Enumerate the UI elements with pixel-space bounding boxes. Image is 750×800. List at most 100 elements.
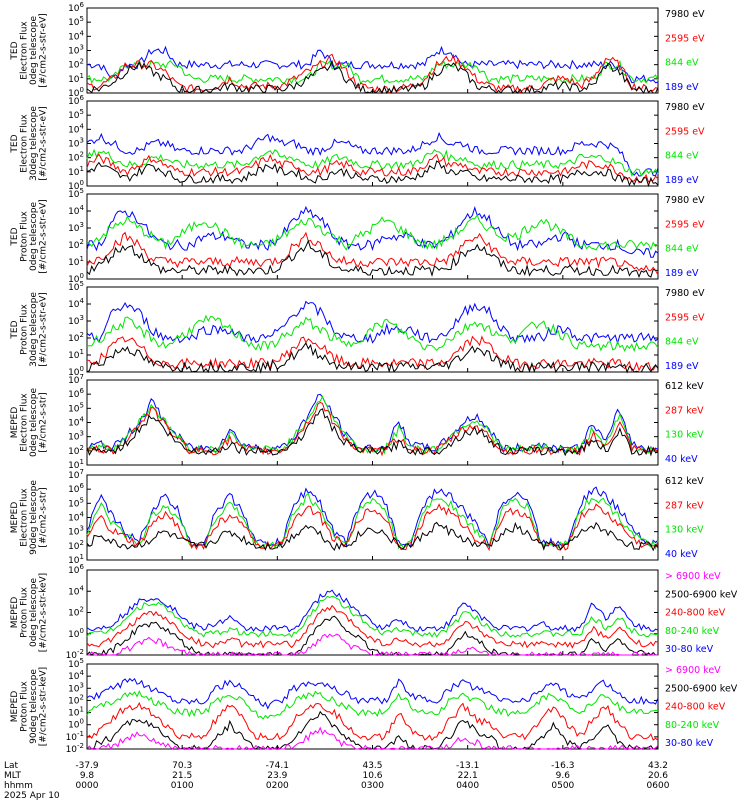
y-tick-label: 100 <box>68 179 84 192</box>
legend-entry: 287 keV <box>665 500 704 511</box>
y-tick-label: 107 <box>68 373 84 386</box>
x-tick-label-mlt: 23.9 <box>267 771 287 781</box>
y-tick-label: 104 <box>68 511 84 524</box>
y-tick-label: 107 <box>68 468 84 481</box>
y-tick-label: 103 <box>68 137 84 150</box>
series-line <box>86 393 659 454</box>
series-line <box>86 131 659 177</box>
y-tick-label: 101 <box>68 165 84 178</box>
legend-entry: 130 keV <box>665 430 704 441</box>
series-line <box>86 314 659 353</box>
flux-panel: 105 104 103 102 101 100 TEDProton Flux30deg te… <box>10 280 705 378</box>
series-line <box>86 595 659 638</box>
y-tick-label: 105 <box>68 108 84 121</box>
y-tick-label: 102 <box>68 151 84 164</box>
flux-panel: 105 104 103 102 101 100 TEDProton Flux0deg tel… <box>10 187 705 285</box>
legend-entry: 7980 eV <box>665 288 705 299</box>
legend-entry: 844 eV <box>665 337 699 348</box>
x-tick-label-lat: -16.3 <box>551 761 574 771</box>
y-tick-label: 105 <box>68 15 84 28</box>
x-tick-label-lat: 43.5 <box>362 761 382 771</box>
series-line <box>86 231 659 275</box>
y-tick-label: 103 <box>68 525 84 538</box>
y-tick-label: 102 <box>68 238 84 251</box>
legend-entry: 30-80 keV <box>665 738 714 749</box>
legend-entry: 612 keV <box>665 381 704 392</box>
legend-entry: 240-800 keV <box>665 608 726 619</box>
legend-entry: 80-240 keV <box>665 720 720 731</box>
y-tick-label: 106 <box>68 94 84 107</box>
series-line <box>86 492 659 551</box>
x-row-label-lat: Lat <box>4 761 19 771</box>
series-line <box>86 160 659 188</box>
y-axis-label: MEPEDElectron Flux0deg telescope[#/cm2-s… <box>10 388 49 458</box>
x-tick-label-mlt: 21.5 <box>172 771 192 781</box>
legend-entry: 189 eV <box>665 361 699 372</box>
y-tick-label: 104 <box>68 204 84 217</box>
series-line <box>86 401 659 457</box>
legend-entry: 844 eV <box>665 151 699 162</box>
y-tick-label: 103 <box>68 314 84 327</box>
y-tick-label: 104 <box>68 416 84 429</box>
y-tick-label: 106 <box>68 563 84 576</box>
legend-entry: 7980 eV <box>665 195 705 206</box>
y-tick-label: 102 <box>68 539 84 552</box>
series-line <box>86 239 659 279</box>
y-tick-label: 104 <box>68 297 84 310</box>
x-tick-label-mlt: 9.6 <box>556 771 571 781</box>
y-tick-label: 100 <box>68 272 84 285</box>
legend-entry: 612 keV <box>665 476 704 487</box>
y-axis-label: TEDProton Flux0deg telescope[#/cm2-s-str… <box>10 199 49 274</box>
legend-entry: 40 keV <box>665 454 698 465</box>
series-line <box>86 701 659 742</box>
y-tick-label: 105 <box>68 496 84 509</box>
y-tick-label: 101 <box>68 72 84 85</box>
y-tick-label: 101 <box>68 255 84 268</box>
series-line <box>86 395 659 455</box>
x-tick-label-lat: -74.1 <box>266 761 289 771</box>
legend-entry: 189 eV <box>665 82 699 93</box>
legend-entry: > 6900 keV <box>665 665 721 676</box>
legend-entry: 7980 eV <box>665 102 705 113</box>
x-tick-label-time: 0100 <box>171 781 194 791</box>
y-tick-label: 102 <box>68 331 84 344</box>
legend-entry: 844 eV <box>665 244 699 255</box>
series-line <box>86 503 659 552</box>
y-tick-label: 105 <box>68 280 84 293</box>
y-axis-label: MEPEDProton Flux0deg telescope[#/cm2-s-s… <box>10 573 49 652</box>
x-tick-label-mlt: 22.1 <box>458 771 478 781</box>
flux-panel: 106 104 102 100 10-2 MEPEDProton Flux0deg tel… <box>10 563 738 661</box>
x-tick-label-time: 0500 <box>551 781 574 791</box>
legend-entry: 2595 eV <box>665 33 705 44</box>
x-date-label: 2025 Apr 10 <box>4 791 60 800</box>
y-axis-label: MEPEDProton Flux90deg telescope[#/cm2-s-… <box>10 667 49 746</box>
legend-entry: 30-80 keV <box>665 644 714 655</box>
x-tick-label-lat: -37.9 <box>75 761 99 771</box>
series-line <box>86 148 659 177</box>
x-tick-label-lat: -13.1 <box>456 761 479 771</box>
x-tick-label-mlt: 9.8 <box>80 771 95 781</box>
x-tick-label-lat: 70.3 <box>172 761 192 771</box>
y-tick-label: 106 <box>68 387 84 400</box>
y-tick-label: 105 <box>68 187 84 200</box>
legend-entry: 2595 eV <box>665 126 705 137</box>
y-tick-label: 101 <box>68 706 84 719</box>
y-tick-label: 106 <box>68 482 84 495</box>
y-axis-label: TEDElectron Flux30deg telescope[#/cm2-s-… <box>10 106 49 181</box>
x-tick-label-time: 0200 <box>266 781 289 791</box>
series-line <box>86 300 659 345</box>
y-tick-label: 102 <box>68 693 84 706</box>
y-axis-label: MEPEDElectron Flux90deg telescope[#/cm2-… <box>10 480 49 555</box>
x-tick-label-time: 0400 <box>456 781 479 791</box>
series-line <box>86 486 659 549</box>
y-tick-label: 103 <box>68 430 84 443</box>
y-tick-label: 10-2 <box>66 648 84 661</box>
y-tick-label: 102 <box>68 606 84 619</box>
y-tick-label: 105 <box>68 401 84 414</box>
